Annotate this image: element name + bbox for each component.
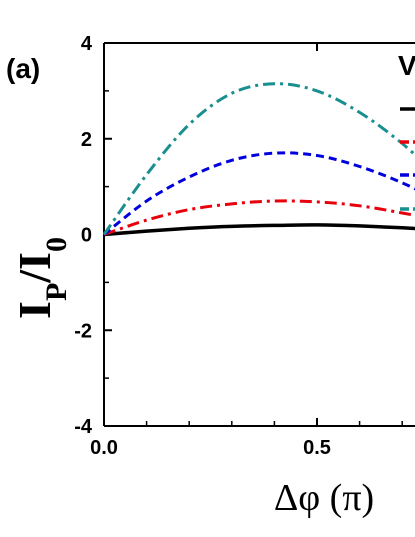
series-lines — [102, 82, 415, 237]
y-axis-title-sub1: P — [40, 283, 73, 301]
y-tick-label: -4 — [74, 416, 93, 438]
axis-tick-labels: -4 -2 0 2 4 0.0 0.5 — [74, 33, 331, 459]
legend-title: V — [398, 50, 415, 81]
plot-frame — [103, 42, 415, 427]
x-tick-label: 0.0 — [90, 437, 118, 459]
series-line-2 — [103, 199, 415, 236]
y-tick-label: 4 — [81, 33, 93, 55]
axis-ticks — [103, 42, 403, 427]
series-line-3 — [103, 151, 415, 236]
series-line-1 — [103, 223, 415, 237]
x-axis-title: Δφ (π) — [274, 477, 374, 519]
panel-label: (a) — [6, 53, 40, 84]
y-axis-title-sub2: 0 — [40, 237, 73, 252]
y-axis-title-mid: /I — [9, 252, 60, 284]
series-line-4 — [102, 82, 415, 236]
svg-text:IP/I0: IP/I0 — [9, 237, 73, 319]
x-tick-label: 0.5 — [303, 437, 331, 459]
y-tick-label: -2 — [74, 320, 92, 342]
y-tick-label: 2 — [81, 129, 92, 151]
y-tick-label: 0 — [81, 225, 92, 247]
y-axis-title-main: I — [9, 301, 60, 319]
y-axis-title: IP/I0 — [9, 237, 73, 319]
legend: V — [398, 50, 415, 211]
